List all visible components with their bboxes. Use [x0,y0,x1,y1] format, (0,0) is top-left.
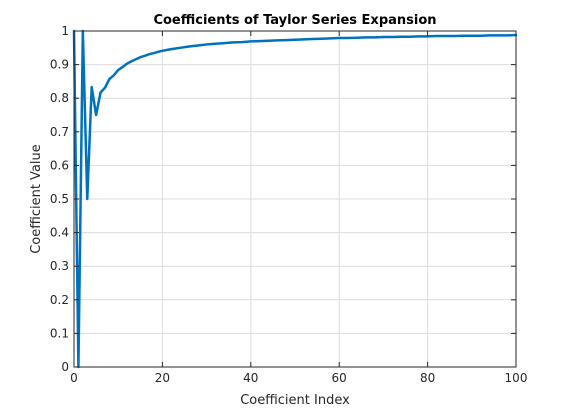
series-line [72,29,518,369]
y-tick-label: 0.2 [50,293,69,307]
y-tick-label: 0.8 [50,91,69,105]
y-tick-label: 0.5 [50,192,69,206]
x-axis-label: Coefficient Index [240,393,350,408]
y-axis-label: Coefficient Value [29,144,44,254]
y-tick-label: 0.4 [50,226,69,240]
y-tick-label: 0.3 [50,259,69,273]
y-tick-label: 0.1 [50,326,69,340]
x-tick-label: 20 [155,371,170,385]
y-tick-label: 0.9 [50,58,69,72]
x-tick-label: 0 [70,371,78,385]
x-tick-label: 80 [420,371,435,385]
chart-title: Coefficients of Taylor Series Expansion [153,13,436,28]
y-tick-label: 1 [61,24,69,38]
y-tick-label: 0.7 [50,125,69,139]
series-layer [72,29,518,369]
grid [73,30,517,368]
y-tick-label: 0 [61,360,69,374]
x-tick-label: 40 [243,371,258,385]
ticks: 0 20 40 60 80 100 0 0.1 0.2 0.3 0.4 0.5 0.6 0.7 0.8 0.9… [50,24,528,385]
x-tick-label: 100 [505,371,528,385]
y-tick-label: 0.6 [50,158,69,172]
x-tick-label: 60 [332,371,347,385]
